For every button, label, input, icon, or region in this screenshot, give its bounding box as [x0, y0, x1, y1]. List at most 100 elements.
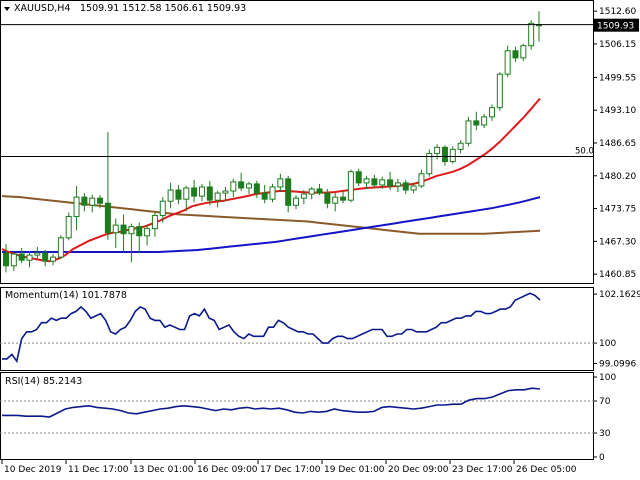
candle: [191, 179, 198, 203]
candle: [89, 194, 96, 213]
candle: [167, 182, 174, 209]
candle: [175, 184, 182, 205]
candle: [198, 183, 205, 202]
candle: [214, 191, 221, 208]
rsi-tick-label: 100: [599, 373, 616, 383]
candle: [347, 169, 354, 203]
candle: [97, 195, 104, 209]
candle: [332, 193, 339, 212]
price-tick-label: 1486.65: [599, 139, 636, 149]
candle: [473, 111, 480, 131]
rsi-line: [2, 387, 541, 418]
price-panel[interactable]: [0, 0, 594, 284]
price-tick-label: 1493.10: [599, 106, 636, 116]
candle: [269, 183, 276, 203]
momentum-line: [2, 292, 541, 364]
candle: [50, 254, 57, 266]
current-price-value: 1509.93: [597, 22, 634, 32]
collapse-arrow-icon[interactable]: [4, 7, 10, 11]
candle: [151, 212, 158, 237]
candle: [363, 175, 370, 190]
candle: [371, 174, 378, 188]
candle: [222, 186, 229, 202]
level-label: 50.0: [575, 146, 594, 156]
candle: [34, 246, 41, 260]
price-tick-label: 1473.75: [599, 205, 636, 215]
candle: [434, 144, 441, 160]
candle: [128, 223, 135, 263]
candle: [449, 146, 456, 164]
time-tick-label: 10 Dec 2019: [4, 465, 62, 475]
price-tick-label: 1467.30: [599, 237, 636, 247]
candle: [261, 184, 268, 204]
candle: [387, 171, 394, 191]
momentum-axis: 102.1629 100 99.0996: [594, 290, 640, 369]
candle: [42, 249, 49, 267]
candle: [293, 195, 300, 210]
candle: [65, 212, 72, 241]
candle: [26, 251, 33, 268]
candle: [481, 113, 488, 129]
rsi-panel[interactable]: [0, 372, 594, 460]
candle: [253, 180, 260, 199]
candle: [238, 172, 245, 192]
candlestick-series: [3, 11, 542, 273]
time-tick-label: 11 Dec 17:00: [68, 465, 129, 475]
candle: [355, 168, 362, 186]
ohlc-readout: 1509.91 1512.58 1506.61 1509.93: [80, 3, 246, 14]
time-tick-label: 16 Dec 09:00: [197, 465, 258, 475]
candle: [73, 185, 80, 231]
candle: [159, 197, 166, 223]
rsi-tick-label: 70: [599, 397, 611, 407]
candle: [504, 45, 511, 78]
candle: [441, 145, 448, 166]
time-tick-label: 23 Dec 17:00: [452, 465, 513, 475]
time-tick-label: 19 Dec 01:00: [324, 465, 385, 475]
rsi-title: RSI(14) 85.2143: [5, 376, 82, 387]
time-tick-label: 26 Dec 05:00: [516, 465, 577, 475]
time-tick-label: 20 Dec 09:00: [388, 465, 449, 475]
momentum-tick-label: 102.1629: [599, 290, 640, 300]
rsi-axis: 100 70 30 0: [594, 373, 616, 463]
moving-average-fast: [1, 97, 541, 263]
momentum-tick-label: 99.0996: [599, 359, 636, 369]
symbol-label: XAUUSD,H4: [14, 3, 70, 14]
price-tick-label: 1512.60: [599, 7, 636, 17]
candle: [340, 191, 347, 204]
candle: [104, 132, 111, 240]
candle: [277, 173, 284, 193]
ma-mid-path: [2, 196, 541, 253]
time-axis: 10 Dec 2019 11 Dec 17:00 13 Dec 01:00 16 De…: [1, 460, 577, 475]
ma-fast-path: [1, 97, 541, 263]
candle: [10, 252, 17, 271]
candle: [285, 175, 292, 213]
candle: [536, 11, 542, 42]
candle: [316, 183, 323, 196]
price-axis: 1512.60 1506.15 1499.55 1493.10 1486.65 1480.…: [594, 7, 636, 280]
candle: [112, 218, 119, 248]
rsi-tick-label: 0: [599, 453, 605, 463]
candle: [120, 214, 127, 253]
momentum-panel[interactable]: [0, 287, 594, 371]
candle: [206, 180, 213, 206]
candle: [465, 116, 472, 147]
candle: [57, 235, 64, 260]
time-tick-label: 13 Dec 01:00: [133, 465, 194, 475]
rsi-tick-label: 30: [599, 429, 611, 439]
candle: [418, 169, 425, 188]
candle: [81, 193, 88, 212]
candle: [379, 176, 386, 190]
price-tick-label: 1460.85: [599, 270, 636, 280]
candle: [394, 178, 401, 193]
price-tick-label: 1480.20: [599, 172, 636, 182]
price-tick-label: 1506.15: [599, 40, 636, 50]
candle: [520, 43, 527, 61]
current-price-tag: 1509.93: [594, 18, 639, 32]
candle: [457, 140, 464, 154]
momentum-path: [2, 292, 541, 364]
time-tick-label: 17 Dec 17:00: [260, 465, 321, 475]
candle: [308, 186, 315, 200]
candle: [410, 182, 417, 194]
candle: [136, 222, 143, 254]
